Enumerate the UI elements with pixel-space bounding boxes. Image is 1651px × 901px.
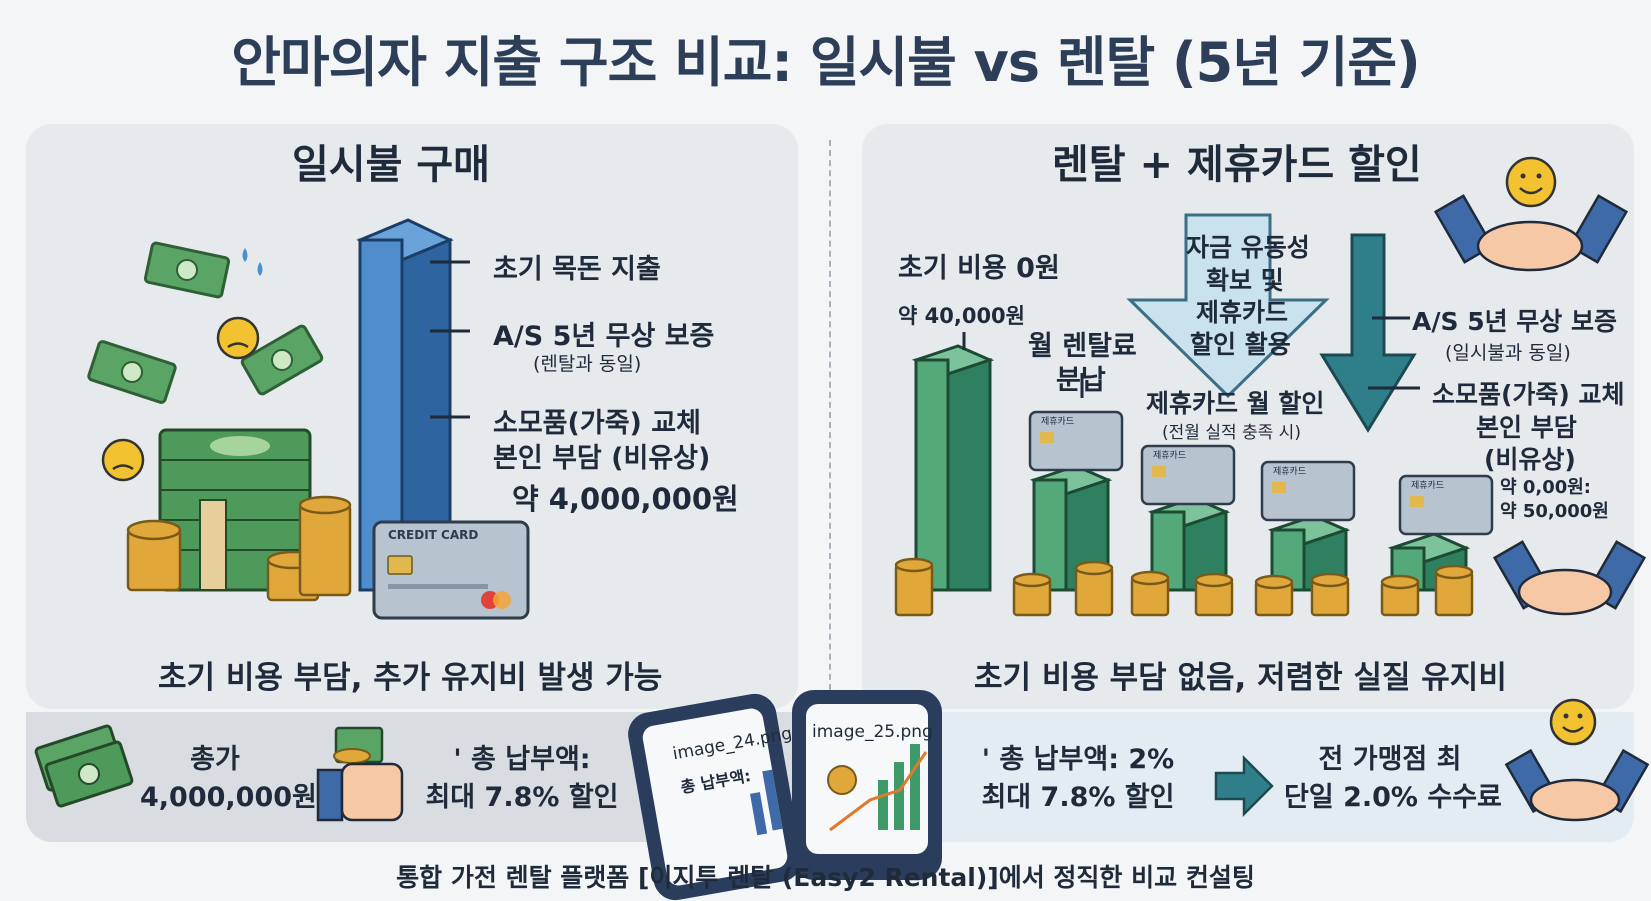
label-rental-as-sub: (일시불과 동일) bbox=[1445, 342, 1571, 364]
partner-card-icon bbox=[1028, 410, 1494, 536]
smiley-icon bbox=[1505, 156, 1557, 208]
fee-label: 전 가맹점 최 bbox=[1318, 744, 1462, 775]
right-pay-discount: 최대 7.8% 할인 bbox=[981, 782, 1175, 813]
panel-divider bbox=[829, 140, 831, 700]
coin-stack-icon bbox=[126, 495, 352, 602]
lump-sum-caption: 초기 비용 부담, 추가 유지비 발생 가능 bbox=[158, 660, 663, 696]
credit-card-icon bbox=[372, 520, 530, 620]
rental-heading: 렌탈 + 제휴카드 할인 bbox=[1052, 142, 1422, 188]
partner-card-label: 제휴카드 bbox=[1153, 451, 1187, 461]
label-rental-consumable: 소모품(가죽) 교체 bbox=[1432, 380, 1625, 409]
label-initial-cost-zero: 초기 비용 0원 bbox=[898, 253, 1060, 284]
label-range-high: 약 50,000원 bbox=[1500, 501, 1609, 522]
arrow-text-discount: 할인 활용 bbox=[1190, 330, 1291, 359]
right-pay-label: ' 총 납부액: 2% bbox=[981, 744, 1175, 775]
partner-card-label: 제휴카드 bbox=[1411, 481, 1445, 491]
handshake-icon bbox=[1504, 748, 1650, 822]
lump-sum-heading: 일시불 구매 bbox=[292, 142, 490, 188]
label-range-low: 약 0,00원: bbox=[1500, 477, 1591, 498]
label-approx-monthly: 약 40,000원 bbox=[898, 304, 1025, 328]
fee-value: 단일 2.0% 수수료 bbox=[1284, 782, 1502, 813]
label-monthly-rental: 월 렌탈료 bbox=[1028, 331, 1137, 362]
label-as-warranty: A/S 5년 무상 보증 bbox=[493, 321, 715, 352]
total-amount: 4,000,000원 bbox=[140, 782, 317, 813]
label-rental-as-warranty: A/S 5년 무상 보증 bbox=[1412, 307, 1617, 336]
label-initial-spend: 초기 목돈 지출 bbox=[493, 254, 661, 285]
smiley-icon bbox=[1549, 698, 1597, 746]
label-as-warranty-sub: (렌탈과 동일) bbox=[533, 353, 642, 375]
leader-lines bbox=[430, 260, 470, 419]
cost-down-arrow bbox=[1319, 233, 1417, 433]
card-chip-icon bbox=[1040, 432, 1424, 507]
handshake-icon bbox=[1433, 194, 1647, 616]
coin-stack-icon bbox=[894, 557, 1474, 617]
cash-icon bbox=[34, 724, 134, 808]
next-arrow-icon bbox=[1214, 754, 1274, 818]
label-card-discount: 제휴카드 월 할인 bbox=[1146, 389, 1325, 418]
label-installment: 분납 bbox=[1056, 365, 1106, 396]
label-consumable: 소모품(가죽) 교체 bbox=[493, 408, 701, 439]
left-pay-discount: 최대 7.8% 할인 bbox=[425, 782, 619, 813]
partner-card-label: 제휴카드 bbox=[1273, 467, 1307, 477]
footer-text: 통합 가전 렌탈 플랫폼 [이지투 렌탈 (Easy2 Rental)]에서 정… bbox=[396, 863, 1255, 892]
thumbs-up-money-icon bbox=[316, 726, 404, 822]
cash-icon bbox=[87, 241, 324, 404]
arrow-text-liquidity: 자금 유동성 bbox=[1186, 233, 1310, 262]
liquidity-arrow bbox=[1126, 213, 1330, 399]
arrow-text-partner-card: 제휴카드 bbox=[1196, 298, 1289, 327]
label-card-discount-sub: (전월 실적 충족 시) bbox=[1162, 423, 1301, 443]
credit-card-label: CREDIT CARD bbox=[388, 528, 479, 542]
rental-initial-bar bbox=[911, 344, 995, 592]
label-rental-consumable-note: (비유상) bbox=[1484, 445, 1576, 474]
arrow-text-secure: 확보 및 bbox=[1206, 266, 1284, 295]
total-label: 총가 bbox=[190, 744, 240, 775]
label-consumable-burden: 본인 부담 (비유상) bbox=[493, 443, 711, 474]
phone2-filename: image_25.png bbox=[812, 722, 933, 742]
sweat-drops-icon bbox=[242, 248, 263, 276]
page-title: 안마의자 지출 구조 비교: 일시불 vs 렌탈 (5년 기준) bbox=[231, 31, 1421, 94]
label-lump-sum-amount: 약 4,000,000원 bbox=[512, 482, 739, 516]
rental-monthly-bar bbox=[1029, 464, 1113, 592]
leader-lines bbox=[962, 316, 1420, 398]
phone-mockup bbox=[628, 690, 942, 901]
left-pay-label: ' 총 납부액: bbox=[453, 744, 591, 775]
rental-caption: 초기 비용 부담 없음, 저렴한 실질 유지비 bbox=[974, 660, 1507, 696]
worried-face-icon bbox=[101, 316, 260, 482]
partner-card-label: 제휴카드 bbox=[1041, 417, 1075, 427]
label-rental-consumable-burden: 본인 부담 bbox=[1476, 413, 1577, 442]
cash-stack-icon bbox=[158, 428, 312, 592]
